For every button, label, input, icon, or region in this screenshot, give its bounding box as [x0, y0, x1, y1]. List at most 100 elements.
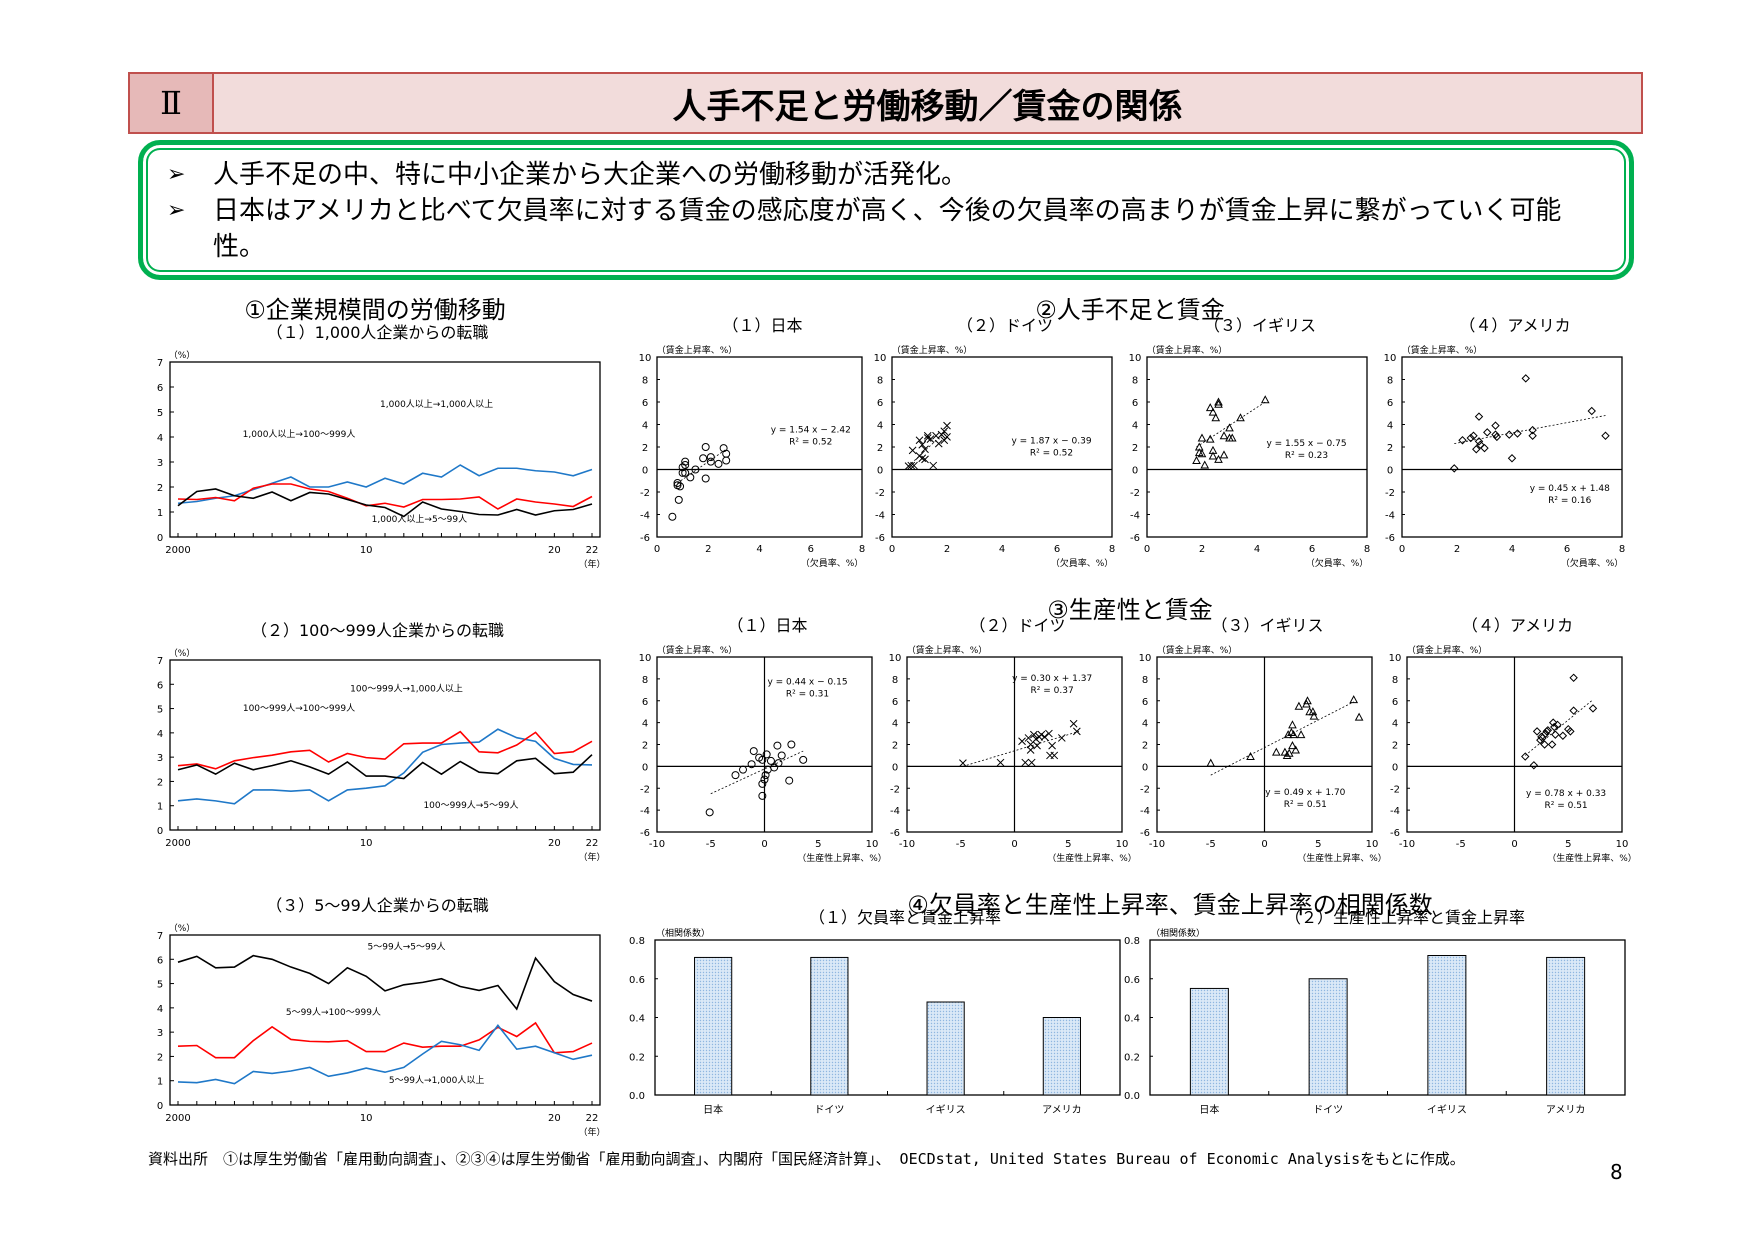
data-point: [1214, 397, 1223, 406]
arrow-bullet-icon: ➢: [167, 162, 186, 187]
y-tick-label: -4: [640, 511, 650, 522]
series-label: 5〜99人→1,000人以上: [389, 1075, 485, 1086]
y-axis-unit: （相関係数）: [1151, 927, 1205, 939]
y-tick-label: 0.0: [629, 1091, 645, 1102]
y-tick-label: 2: [877, 443, 883, 454]
data-point: [1550, 722, 1559, 732]
data-point: [1208, 451, 1218, 460]
y-axis-unit: （%）: [169, 350, 196, 361]
data-point: [929, 461, 938, 470]
y-tick-label: -6: [1385, 533, 1395, 544]
regression-equation: y = 1.87 x − 0.39: [1011, 437, 1091, 447]
data-point: [1537, 732, 1546, 742]
data-point: [1282, 750, 1292, 759]
x-tick-label: 10: [360, 838, 373, 849]
r-squared-label: R² = 0.51: [1284, 800, 1327, 810]
data-point: [1528, 431, 1537, 440]
trend-line: [710, 750, 804, 795]
y-tick-label: -4: [1390, 806, 1400, 817]
x-axis-unit: （欠員率、%）: [1561, 557, 1624, 569]
data-point: [1018, 737, 1026, 746]
data-point: [1551, 730, 1560, 739]
y-tick-label: -6: [1130, 533, 1140, 544]
vacancy-wage-us-chart: （４）アメリカ （賃金上昇率、%） -6 -4 -2 0 2 4 6 8 10 0 2 4 6 8 （欠員率、%…: [1384, 316, 1626, 569]
data-point: [686, 473, 695, 482]
x-tick-label: 2000: [165, 838, 190, 849]
data-point: [1472, 445, 1481, 454]
chart-title: （１）日本: [722, 316, 802, 335]
data-point: [1225, 423, 1234, 432]
y-tick-label: 6: [877, 398, 883, 409]
y-tick-label: 4: [1392, 719, 1398, 730]
r-squared-label: R² = 0.16: [1548, 496, 1591, 506]
labor-5-99-chart: （３）5〜99人企業からの転職 （%） 0 1 2 3 4 5 6 7 2000 10 20 22 （年） 5…: [157, 896, 606, 1138]
regression-equation: y = 0.78 x + 0.33: [1526, 789, 1606, 799]
y-tick-label: 0.4: [629, 1014, 645, 1025]
r-squared-label: R² = 0.52: [1030, 449, 1073, 459]
y-tick-label: -2: [875, 488, 885, 499]
data-point: [761, 771, 770, 780]
section-title-correlation: ④欠員率と生産性上昇率、賃金上昇率の相関係数: [907, 891, 1433, 919]
x-tick-label: 5: [1315, 839, 1321, 850]
summary-text: 人手不足の中、特に中小企業から大企業への労働移動が活発化。: [213, 160, 968, 190]
x-tick-label: 6: [808, 544, 814, 555]
y-tick-label: 6: [1392, 697, 1398, 708]
bar: [810, 956, 849, 1096]
x-tick-label: -5: [1456, 839, 1466, 850]
data-point: [907, 461, 916, 470]
data-point: [1291, 745, 1301, 754]
x-axis-unit: （年）: [578, 1126, 605, 1138]
data-point: [1521, 752, 1530, 761]
data-point: [758, 779, 767, 788]
data-point: [739, 765, 747, 774]
regression-equation: y = 0.44 x − 0.15: [767, 677, 847, 687]
x-tick-label: 5: [815, 839, 821, 850]
data-point: [996, 758, 1005, 767]
data-point: [1540, 740, 1549, 749]
data-point: [921, 455, 929, 464]
x-tick-label: 10: [866, 839, 879, 850]
x-category-label: ドイツ: [1313, 1105, 1343, 1116]
data-point: [722, 456, 731, 465]
y-tick-label: 8: [1142, 675, 1148, 686]
x-tick-label: 8: [1364, 544, 1370, 555]
data-point: [1588, 704, 1598, 713]
y-tick-label: 6: [892, 697, 898, 708]
data-point: [1491, 430, 1500, 439]
data-point: [943, 433, 951, 441]
y-tick-label: -6: [890, 828, 900, 839]
y-tick-label: 0.4: [1124, 1014, 1140, 1025]
data-point: [787, 740, 796, 749]
y-tick-label: 2: [157, 777, 163, 788]
y-tick-label: 0: [157, 826, 163, 837]
vacancy-wage-germany-chart: （２）ドイツ （賃金上昇率、%） -6 -4 -2 0 2 4 6 8 10 0 2 4 6 8 （欠員率、%）…: [874, 316, 1116, 569]
x-category-label: アメリカ: [1546, 1104, 1586, 1116]
y-tick-label: -4: [1130, 511, 1140, 522]
data-point: [1483, 428, 1492, 437]
data-point: [1294, 701, 1304, 710]
chart-title: （３）イギリス: [1211, 616, 1323, 635]
y-tick-label: 2: [642, 741, 648, 752]
data-point: [681, 457, 690, 466]
x-tick-label: 8: [1109, 544, 1115, 555]
summary-bullet: ➢ 人手不足の中、特に中小企業から大企業への労働移動が活発化。: [167, 157, 1605, 193]
y-tick-label: 0.2: [629, 1052, 645, 1063]
y-tick-label: 6: [1387, 398, 1393, 409]
y-axis-unit: （賃金上昇率、%）: [1402, 344, 1483, 356]
series-line: [177, 1024, 593, 1085]
series-line: [177, 483, 593, 510]
series-line: [177, 1021, 593, 1059]
y-tick-label: 0.6: [1124, 975, 1140, 986]
data-point: [1492, 432, 1502, 442]
bar: [1546, 956, 1586, 1096]
data-point: [1491, 421, 1500, 430]
y-tick-label: 0: [642, 762, 648, 773]
y-tick-label: -6: [640, 533, 650, 544]
data-point: [1205, 434, 1215, 443]
data-point: [1528, 425, 1537, 435]
x-axis-unit: （欠員率、%）: [1051, 557, 1114, 569]
data-point: [722, 449, 731, 458]
y-tick-label: 6: [1142, 697, 1148, 708]
x-tick-label: 22: [586, 545, 599, 556]
x-axis-unit: （生産性上昇率、%）: [797, 852, 887, 864]
